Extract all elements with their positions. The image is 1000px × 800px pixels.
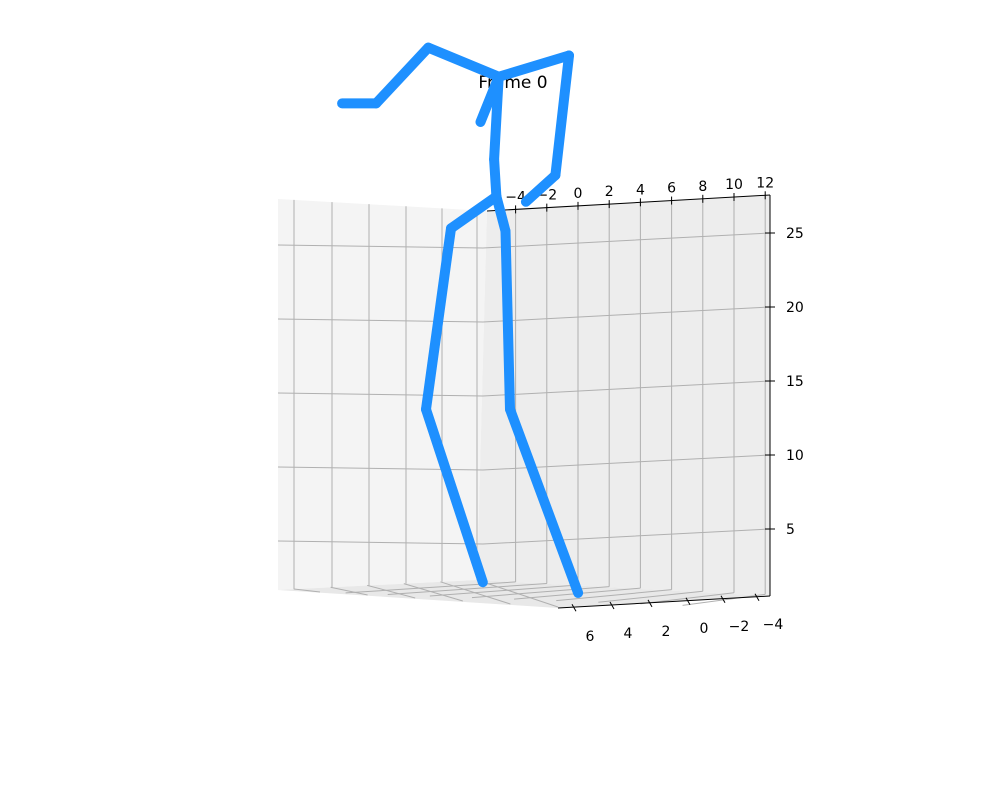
y-tick (609, 601, 615, 610)
skeleton-segment (505, 404, 584, 598)
grid-line-z (277, 306, 771, 323)
y-axis-line (557, 595, 771, 609)
grid-line-floor (367, 584, 416, 599)
y-tick (720, 595, 726, 603)
grid-line-z (277, 380, 771, 397)
grid-line-floor-x (598, 590, 703, 603)
x-tick-label: −4 (505, 189, 526, 205)
skeleton-segment (489, 154, 502, 202)
grid-line-floor-x (640, 592, 735, 605)
grid-line-floor (330, 586, 368, 596)
y-tick-label: −4 (763, 617, 784, 633)
skeleton-segment (489, 71, 504, 165)
skeleton-segment (500, 226, 515, 415)
y-tick-label: −2 (729, 619, 750, 635)
skeleton-segment (421, 223, 456, 415)
x-tick-label: 0 (574, 186, 583, 202)
z-tick-label: 20 (786, 300, 804, 316)
x-tick-label: 2 (605, 184, 614, 200)
skeleton-segment (371, 42, 434, 109)
z-tick-label: 5 (786, 522, 795, 538)
x-tick-label: 6 (667, 181, 676, 197)
grid-line-floor-x (387, 582, 547, 595)
x-tick-label: 4 (636, 182, 645, 198)
z-tick-label: 25 (786, 226, 804, 242)
tick-marks (515, 191, 775, 612)
z-tick-label: 15 (786, 374, 804, 390)
skeleton-segment (423, 42, 504, 82)
grid-line-z (277, 232, 771, 249)
y-tick (647, 599, 653, 608)
y-tick-label: 0 (700, 621, 709, 637)
skeleton-segment (446, 191, 502, 234)
back-pane (477, 195, 770, 596)
x-tick-label: 10 (725, 177, 743, 193)
y-tick (685, 597, 691, 605)
grid-line-floor-x (556, 589, 672, 602)
axis-panes (278, 195, 770, 608)
grid-line-floor-x (471, 586, 610, 599)
skeleton-segment (493, 50, 574, 82)
x-axis-line (486, 194, 771, 212)
grid-line-floor (403, 583, 463, 602)
y-tick (571, 603, 577, 612)
grid-line-floor (293, 588, 321, 593)
y-tick-label: 4 (624, 626, 633, 642)
skeleton-segment (491, 191, 511, 237)
floor-pane (278, 580, 770, 608)
y-tick (754, 593, 760, 602)
skeleton-segment (550, 50, 574, 181)
x-tick-label: 8 (698, 179, 707, 195)
skeleton-segment (520, 170, 561, 207)
skeleton-series (337, 42, 584, 598)
grid-line-z (277, 454, 771, 471)
x-tick-label: 12 (756, 175, 774, 191)
grid-line-floor-x (429, 584, 579, 597)
y-tick-label: 2 (662, 624, 671, 640)
grid-line-z (277, 528, 771, 545)
y-tick-label: 6 (586, 629, 595, 645)
z-tick-label: 10 (786, 448, 804, 464)
skeleton-segment (421, 404, 488, 588)
